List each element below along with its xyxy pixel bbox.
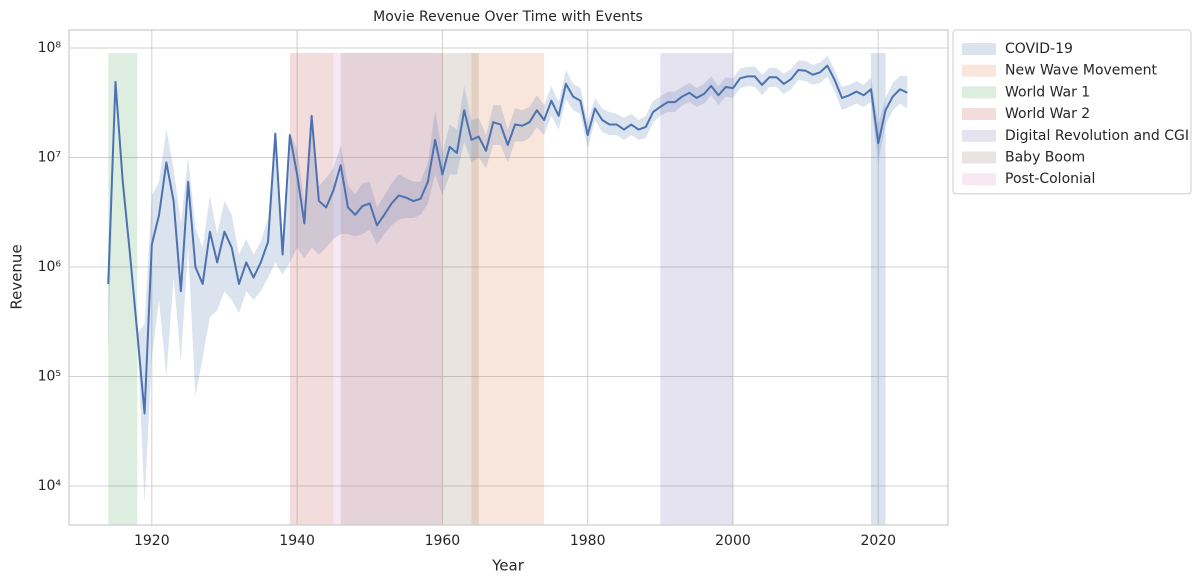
x-tick-label: 1920	[134, 533, 170, 549]
legend-label: Post-Colonial	[1005, 171, 1095, 187]
x-tick-label: 1980	[570, 533, 606, 549]
legend-swatch	[962, 108, 996, 121]
y-tick-label: 10⁶	[38, 259, 62, 275]
x-tick-label: 2020	[860, 533, 896, 549]
legend-label: Digital Revolution and CGI	[1005, 128, 1189, 144]
legend-swatch	[962, 64, 996, 77]
legend-swatch	[962, 129, 996, 142]
event-span	[289, 53, 334, 525]
event-span	[471, 53, 545, 525]
legend-swatch	[962, 43, 996, 55]
legend-label: COVID-19	[1005, 41, 1073, 57]
plot-frame	[68, 29, 949, 526]
x-tick-label: 2000	[715, 533, 751, 549]
legend-label: Baby Boom	[1005, 150, 1085, 166]
legend-label: World War 1	[1005, 84, 1090, 100]
x-tick-label: 1940	[279, 533, 315, 549]
legend-swatch	[962, 151, 996, 164]
chart-title: Movie Revenue Over Time with Events	[373, 9, 643, 25]
event-span	[340, 53, 479, 525]
y-tick-label: 10⁴	[38, 478, 62, 494]
x-tick-label: 1960	[425, 533, 461, 549]
y-tick-label: 10⁵	[38, 368, 61, 384]
legend-label: World War 2	[1005, 106, 1090, 122]
line	[107, 64, 908, 415]
y-axis-label: Revenue	[8, 244, 26, 309]
event-span	[660, 53, 733, 525]
legend-swatch	[962, 173, 996, 186]
event-span	[333, 53, 443, 525]
event-span	[870, 53, 886, 525]
legend-swatch	[962, 86, 996, 99]
y-tick-label: 10⁷	[38, 149, 61, 165]
x-axis-label: Year	[491, 557, 525, 575]
legend-label: New Wave Movement	[1005, 63, 1158, 79]
legend-box	[952, 29, 1192, 195]
y-tick-label: 10⁸	[38, 40, 62, 56]
